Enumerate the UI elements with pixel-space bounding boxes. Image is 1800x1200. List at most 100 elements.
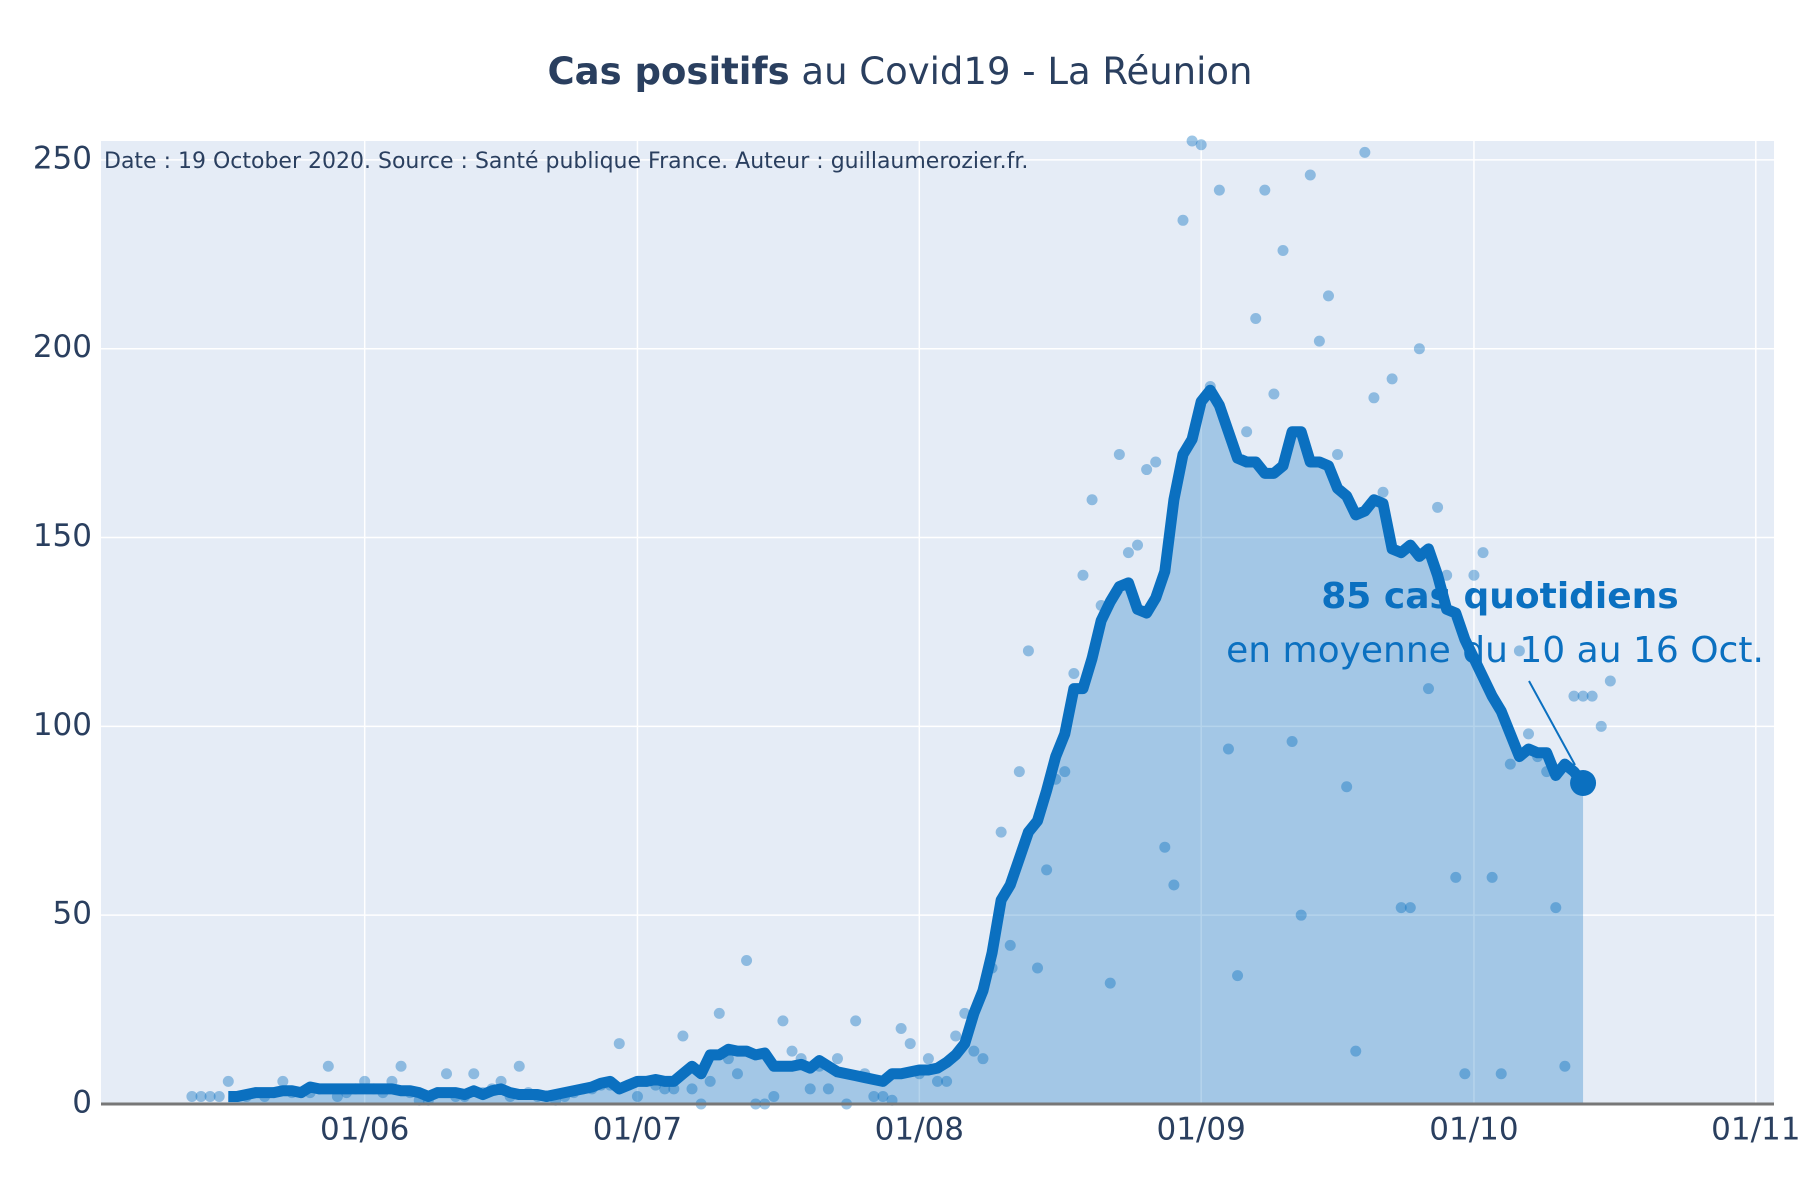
point: [204, 1090, 216, 1102]
point: [1322, 290, 1334, 302]
point: [877, 1090, 889, 1102]
point: [1386, 373, 1398, 385]
point: [186, 1090, 198, 1102]
point: [1586, 690, 1598, 702]
x-tick-label: 01/06: [320, 1112, 409, 1148]
point: [1559, 1060, 1571, 1072]
point: [1577, 690, 1589, 702]
point: [1059, 766, 1071, 778]
point: [1304, 169, 1316, 181]
point: [1232, 970, 1244, 982]
point: [1504, 758, 1516, 770]
point: [1332, 448, 1344, 460]
point: [1250, 312, 1262, 324]
point: [686, 1083, 698, 1095]
point: [468, 1068, 480, 1080]
point: [995, 826, 1007, 838]
y-tick-label: 100: [33, 707, 92, 743]
x-tick-label: 01/07: [593, 1112, 682, 1148]
point: [941, 1075, 953, 1087]
point: [1377, 486, 1389, 498]
point: [1350, 1045, 1362, 1057]
area: [228, 390, 1584, 1104]
point: [1241, 426, 1253, 438]
point: [441, 1068, 453, 1080]
point: [768, 1090, 780, 1102]
point: [1495, 1068, 1507, 1080]
x-tick-label: 01/08: [875, 1112, 964, 1148]
point: [1413, 343, 1425, 355]
chart-title: Cas positifs au Covid19 - La Réunion: [547, 50, 1252, 93]
point: [631, 1090, 643, 1102]
point: [1022, 645, 1034, 657]
point: [777, 1015, 789, 1027]
point: [1086, 494, 1098, 506]
line: [228, 384, 1588, 1102]
point: [731, 1068, 743, 1080]
point: [1513, 645, 1525, 657]
point: [1395, 902, 1407, 914]
point: [713, 1007, 725, 1019]
point: [1486, 871, 1498, 883]
x-tick-label: 01/10: [1429, 1112, 1518, 1148]
point: [1186, 135, 1198, 147]
point: [1195, 139, 1207, 151]
point: [1104, 977, 1116, 989]
point: [1432, 501, 1444, 513]
point: [804, 1083, 816, 1095]
point: [1595, 720, 1607, 732]
point: [1177, 214, 1189, 226]
point: [831, 1053, 843, 1065]
title-bold: Cas positifs: [547, 50, 789, 93]
point: [1277, 245, 1289, 257]
marks: [186, 135, 1616, 1110]
point: [513, 1060, 525, 1072]
point: [895, 1022, 907, 1034]
point: [1295, 909, 1307, 921]
point: [704, 1075, 716, 1087]
plot-background: [101, 141, 1774, 1104]
y-tick-label: 200: [33, 329, 92, 365]
point: [1404, 902, 1416, 914]
point: [1268, 388, 1280, 400]
point: [1450, 871, 1462, 883]
grid: [101, 141, 1774, 1105]
point: [322, 1060, 334, 1072]
point: [822, 1083, 834, 1095]
point: [1113, 448, 1125, 460]
annotation-text: en moyenne du 10 au 16 Oct.: [1226, 630, 1764, 671]
point: [1213, 184, 1225, 196]
point: [613, 1038, 625, 1050]
point: [1477, 547, 1489, 559]
point: [1032, 962, 1044, 974]
point: [1168, 879, 1180, 891]
point: [222, 1075, 234, 1087]
x-tick-label: 01/11: [1711, 1112, 1800, 1148]
point: [277, 1075, 289, 1087]
annotation-arrow: [1528, 680, 1576, 766]
point: [968, 1045, 980, 1057]
point: [395, 1060, 407, 1072]
point: [1068, 667, 1080, 679]
point: [977, 1053, 989, 1065]
point: [1341, 781, 1353, 793]
point: [1359, 146, 1371, 158]
point: [741, 954, 753, 966]
point: [1150, 456, 1162, 468]
point: [1122, 547, 1134, 559]
y-tick-label: 150: [33, 518, 92, 554]
point: [1286, 735, 1298, 747]
point: [868, 1090, 880, 1102]
point: [1368, 392, 1380, 404]
point: [1159, 841, 1171, 853]
point: [1259, 184, 1271, 196]
point: [932, 1075, 943, 1087]
point: [850, 1015, 862, 1027]
point: [1141, 464, 1153, 476]
point: [786, 1045, 798, 1057]
point: [213, 1090, 225, 1102]
y-tick-label: 50: [53, 896, 92, 932]
point: [1077, 569, 1089, 581]
y-tick-label: 0: [72, 1085, 92, 1121]
